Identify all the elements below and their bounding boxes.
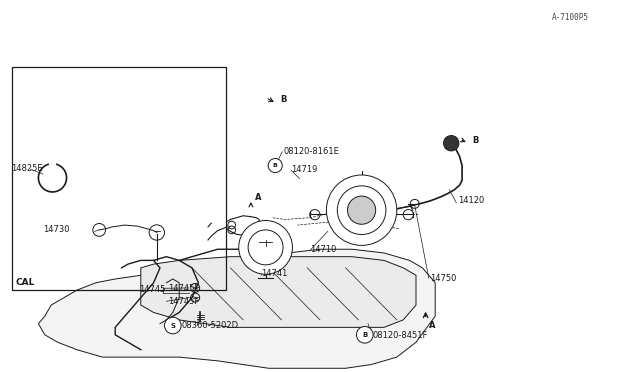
Text: 14745E: 14745E — [168, 284, 199, 293]
Text: CAL: CAL — [16, 278, 35, 287]
Polygon shape — [38, 249, 435, 368]
Circle shape — [348, 196, 376, 224]
Text: B: B — [362, 332, 367, 338]
Text: A-7100P5: A-7100P5 — [552, 13, 589, 22]
Circle shape — [326, 175, 397, 246]
Text: 08360-5202D: 08360-5202D — [181, 321, 238, 330]
Text: 14750: 14750 — [430, 274, 456, 283]
Polygon shape — [141, 257, 416, 327]
Text: 14710: 14710 — [310, 245, 337, 254]
Text: 14120: 14120 — [458, 196, 484, 205]
Text: 14745: 14745 — [140, 285, 166, 294]
Circle shape — [268, 158, 282, 173]
Circle shape — [239, 221, 292, 274]
Text: 14730: 14730 — [44, 225, 70, 234]
Text: B: B — [280, 95, 287, 104]
Circle shape — [164, 317, 181, 334]
Text: B: B — [273, 163, 278, 168]
Text: 08120-8161E: 08120-8161E — [284, 147, 339, 156]
Text: 14741: 14741 — [261, 269, 287, 278]
Text: S: S — [170, 323, 175, 328]
Text: 14745F: 14745F — [168, 297, 199, 306]
Text: 14825E: 14825E — [12, 164, 43, 173]
Text: A: A — [255, 193, 261, 202]
Bar — [12, 67, 226, 290]
Circle shape — [356, 327, 373, 343]
Text: B: B — [472, 136, 479, 145]
Circle shape — [444, 135, 459, 151]
Text: 14719: 14719 — [291, 165, 317, 174]
Text: 08120-8451F: 08120-8451F — [372, 331, 428, 340]
Text: A: A — [429, 321, 435, 330]
